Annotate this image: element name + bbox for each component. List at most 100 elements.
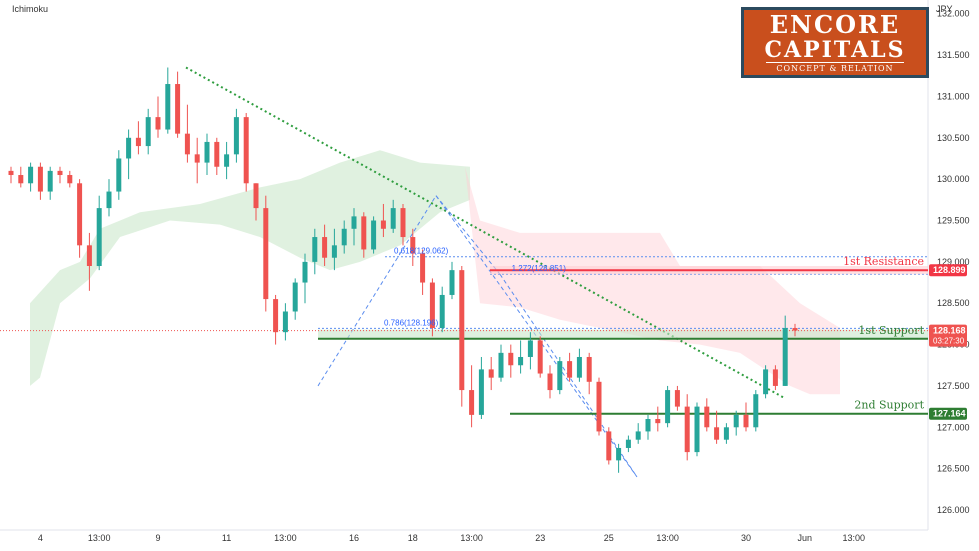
current-price-tag: 128.168 [933,326,966,336]
candle-body [77,183,83,246]
candle-body [204,141,210,163]
x-tick-label: 18 [408,533,418,543]
downtrend-line [185,66,786,400]
candle-body [557,361,563,391]
y-tick-label: 126.000 [937,505,970,515]
candle-body [184,133,190,155]
candle-body [390,208,396,229]
candle-body [586,356,592,382]
x-tick-label: 25 [604,533,614,543]
y-tick-label: 131.000 [937,91,970,101]
candle-body [410,237,416,254]
fib-label: 0.618(129.062) [394,247,449,256]
fib-label: 1.272(128.851) [512,264,567,273]
countdown-timer: 03:27:30 [933,337,965,346]
candle-body [616,447,622,461]
y-tick-label: 130.000 [937,174,970,184]
candlesticks [8,67,798,473]
candle-body [214,141,220,167]
candle-body [86,245,92,266]
candle-body [273,299,279,333]
candle-body [782,328,788,386]
candle-body [47,170,53,192]
candle-body [155,117,161,130]
y-tick-label: 127.000 [937,422,970,432]
candle-body [312,237,318,262]
logo-box: ENCORE CAPITALS CONCEPT & RELATION [741,7,929,78]
candle-body [625,439,631,448]
candle-body [28,166,34,184]
logo-line1: ENCORE [769,10,901,39]
candle-body [135,137,141,147]
y-tick-label: 126.500 [937,464,970,474]
x-tick-label: 11 [222,533,231,543]
candle-body [106,191,112,209]
candle-body [429,282,435,329]
candle-body [165,84,171,130]
x-tick-label: 13:00 [843,533,866,543]
candle-body [694,406,700,453]
x-tick-label: 13:00 [274,533,297,543]
candle-body [763,369,769,395]
candle-body [488,369,494,378]
y-tick-label: 132.000 [937,9,970,19]
candle-body [606,431,612,461]
fib-leg [435,195,638,478]
y-tick-label: 129.000 [937,257,970,267]
support-zone [318,329,928,339]
x-tick-label: Jun [798,533,813,543]
candle-body [145,117,151,147]
candle-body [439,294,445,329]
candle-body [684,406,690,453]
candle-body [772,369,778,386]
candle-body [537,340,543,374]
x-tick-label: 30 [741,533,751,543]
candle-body [645,419,651,432]
candle-body [547,373,553,391]
level-price-tag: 127.164 [933,409,966,419]
level-name: 1st Resistance [843,255,924,268]
fib-leg [317,195,437,387]
candle-body [361,216,367,250]
level-name: 1st Support [858,324,924,337]
cloud-bullish [30,150,470,386]
candle-body [282,311,288,333]
candle-body [8,170,14,176]
candle-body [57,170,63,176]
candle-body [400,208,406,238]
candle-body [576,356,582,378]
candle-body [67,175,73,184]
candle-body [126,137,132,159]
fib-label: 0.786(128.196) [384,318,439,327]
candle-body [655,419,661,424]
level-price-tag-bg [929,407,967,420]
currency-label: JPY [936,4,953,14]
candle-body [753,394,759,428]
candle-body [224,154,230,167]
candle-body [478,369,484,415]
candle-body [96,208,102,266]
candle-body [723,427,729,440]
y-tick-label: 129.500 [937,216,970,226]
x-tick-label: 13:00 [656,533,679,543]
logo-tagline: CONCEPT & RELATION [766,62,904,74]
candle-body [743,414,749,428]
level-price-tag-bg [929,264,967,277]
current-price-tag-bg [929,324,967,347]
candle-body [371,220,377,250]
candle-body [792,328,798,331]
candle-body [459,270,465,391]
x-tick-label: 9 [155,533,160,543]
x-tick-label: 16 [349,533,359,543]
candle-body [331,245,337,258]
candle-body [233,117,239,155]
y-tick-label: 127.500 [937,381,970,391]
indicator-label: Ichimoku [12,4,49,14]
candle-body [596,381,602,432]
candle-body [635,431,641,440]
candle-body [116,158,122,192]
candle-body [302,261,308,283]
level-price-tag: 128.899 [933,265,966,275]
y-tick-label: 131.500 [937,50,970,60]
